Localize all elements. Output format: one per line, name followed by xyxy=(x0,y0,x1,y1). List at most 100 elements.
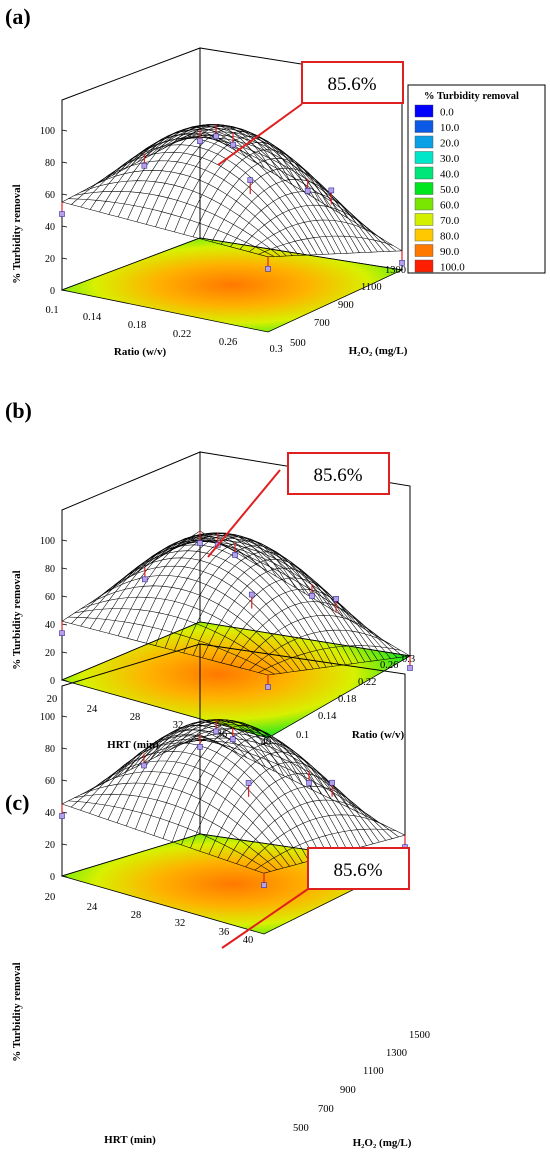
legend-label: 50.0 xyxy=(440,184,460,196)
mesh-line xyxy=(245,814,387,868)
mesh-line xyxy=(80,541,220,627)
mesh-line xyxy=(202,158,338,240)
x-tick-label: 36 xyxy=(219,927,230,938)
observed-point xyxy=(141,162,148,169)
mesh-line xyxy=(230,601,372,666)
chart-area: 0204060801002024283236400.10.140.180.220… xyxy=(40,451,415,748)
z-tick-mark xyxy=(61,567,68,570)
annotation-box xyxy=(301,61,404,104)
observed-point xyxy=(304,188,311,194)
y-tick-label: 900 xyxy=(340,1085,356,1096)
z-tick-label: 100 xyxy=(40,536,55,547)
mesh-line xyxy=(168,537,378,661)
mesh-line xyxy=(254,828,396,871)
legend-label: 30.0 xyxy=(440,153,460,165)
y-tick-label: 0.14 xyxy=(318,711,337,722)
mesh-line xyxy=(143,719,348,851)
observed-point xyxy=(399,259,405,266)
y-axis-label: H₂O₂ (mg/L) xyxy=(353,1137,412,1149)
x-tick-label: 32 xyxy=(173,720,184,731)
observed-point xyxy=(328,187,335,194)
observed-point xyxy=(213,133,219,140)
observed-point xyxy=(247,177,254,183)
z-tick-mark xyxy=(61,193,68,196)
z-tick-mark xyxy=(61,679,68,682)
observed-point xyxy=(261,882,267,889)
observed-point xyxy=(245,780,252,786)
y-tick-label: 1100 xyxy=(363,1066,384,1077)
y-tick-label: 1100 xyxy=(361,282,382,293)
mesh-line xyxy=(267,250,403,258)
mesh-line xyxy=(174,545,315,651)
legend-swatch xyxy=(414,151,434,164)
annotation-box xyxy=(307,847,410,890)
z-tick-mark xyxy=(61,747,68,750)
z-tick-label: 20 xyxy=(45,648,55,659)
mesh-line xyxy=(171,729,313,842)
observed-point xyxy=(59,211,65,217)
mesh-line xyxy=(99,537,239,632)
panel-label: (c) xyxy=(5,790,29,815)
z-tick-mark xyxy=(61,623,68,626)
x-tick-label: 0.1 xyxy=(45,305,58,316)
z-tick-label: 0 xyxy=(50,286,55,297)
legend-swatch xyxy=(414,104,434,118)
y-tick-label: 0.26 xyxy=(380,660,398,671)
mesh-line xyxy=(258,645,401,673)
mesh-line xyxy=(108,127,247,215)
z-tick-label: 40 xyxy=(45,620,55,631)
legend-swatch xyxy=(414,135,434,149)
x-tick-label: 40 xyxy=(243,935,254,946)
panel-label: (a) xyxy=(5,4,31,29)
y-tick-label: 0.3 xyxy=(402,654,415,665)
z-tick-label: 60 xyxy=(45,592,55,603)
surface-mesh xyxy=(61,124,403,258)
x-axis-label: HRT (min) xyxy=(107,739,159,751)
y-tick-label: 700 xyxy=(318,1104,334,1115)
z-tick-label: 80 xyxy=(45,158,55,169)
observed-point xyxy=(309,593,315,599)
x-axis-label: Ratio (w/v) xyxy=(114,346,167,358)
mesh-line xyxy=(181,737,387,841)
legend-swatch xyxy=(414,120,434,133)
mesh-line xyxy=(137,533,346,665)
annotation-value: 85.6% xyxy=(333,860,382,881)
contour-floor xyxy=(60,237,404,333)
surface-mesh xyxy=(61,719,406,874)
x-tick-label: 24 xyxy=(87,902,98,913)
y-tick-label: 1300 xyxy=(386,1048,407,1059)
y-tick-label: 0.18 xyxy=(338,694,356,705)
observed-point xyxy=(265,684,271,690)
annotation-pointer xyxy=(221,888,309,949)
x-tick-label: 20 xyxy=(47,694,58,705)
legend-label: 40.0 xyxy=(440,169,460,181)
z-tick-mark xyxy=(61,129,68,132)
mesh-line xyxy=(149,719,354,850)
annotation-pointer xyxy=(217,103,303,166)
mesh-line xyxy=(135,719,275,830)
x-tick-label: 0.14 xyxy=(83,312,102,323)
legend-title: % Turbidity removal xyxy=(424,91,519,102)
mesh-line xyxy=(193,132,397,252)
legend-items: 0.0 10.0 20.0 30.0 40.0 50.0 60.0 70.0 80.0 90.0 1… xyxy=(414,104,465,274)
z-tick-label: 40 xyxy=(45,222,55,233)
observed-point xyxy=(197,743,203,750)
observed-point xyxy=(248,591,255,598)
legend-swatch xyxy=(414,244,434,257)
x-tick-label: 32 xyxy=(175,918,186,929)
mesh-line xyxy=(174,134,378,253)
mesh-line xyxy=(267,655,411,676)
observed-point xyxy=(329,779,335,786)
z-tick-label: 60 xyxy=(45,776,55,787)
observed-point xyxy=(141,762,147,769)
z-tick-mark xyxy=(61,875,68,878)
panel-b: (b) 0204060801002024283236400.10.140.180… xyxy=(5,398,415,751)
y-tick-label: 1500 xyxy=(409,1030,430,1041)
legend-label: 60.0 xyxy=(440,200,460,212)
z-tick-mark xyxy=(61,811,68,814)
legend-label: 80.0 xyxy=(440,231,460,243)
x-tick-label: 20 xyxy=(45,892,56,903)
y-axis-label: Ratio (w/v) xyxy=(352,729,405,741)
panel-label: (b) xyxy=(5,398,32,423)
z-tick-mark xyxy=(61,257,68,260)
